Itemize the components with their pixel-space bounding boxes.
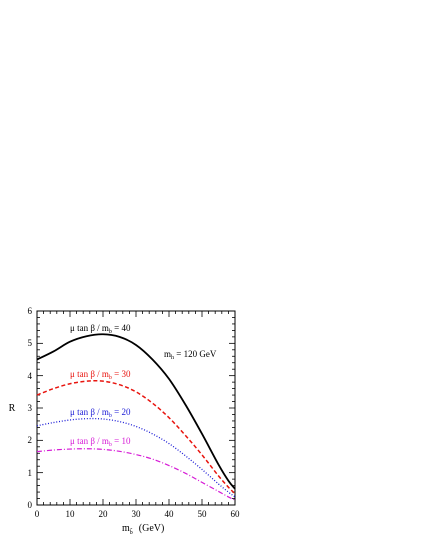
series-line-20	[36, 417, 236, 498]
x-tick-label: 40	[165, 509, 175, 519]
x-axis-label-unit: (GeV)	[139, 523, 165, 534]
series-lines	[36, 333, 236, 501]
series-label-rest: = 40	[112, 323, 131, 333]
series-label-30: μ tan β / mb = 30	[70, 369, 131, 381]
y-tick-label: 0	[28, 500, 33, 510]
higgs-mass-annotation: mh = 120 GeV	[164, 349, 217, 361]
y-tick-label: 1	[28, 468, 33, 478]
series-label-sub: b	[109, 413, 112, 419]
series-label-sub: b	[109, 375, 112, 381]
series-label-rest: = 20	[112, 407, 131, 417]
y-tick-label: 6	[28, 306, 33, 316]
series-label-rest: = 10	[112, 436, 131, 446]
y-tick-label: 3	[28, 403, 33, 413]
plot-frame	[36, 310, 236, 506]
x-axis-label: mb̃ (GeV)	[122, 523, 164, 536]
x-tick-label: 50	[198, 509, 208, 519]
x-axis-label-main: m	[122, 523, 130, 534]
series-line-30	[36, 380, 236, 495]
x-axis-label-sub: b̃	[130, 528, 133, 536]
series-label-main: μ tan β / m	[70, 369, 109, 379]
series-line-10	[36, 448, 236, 501]
series-line-40	[36, 333, 236, 490]
series-label-rest: = 30	[112, 369, 131, 379]
series-label-main: μ tan β / m	[70, 407, 109, 417]
annotation-rest: = 120 GeV	[174, 349, 217, 359]
tick-marks	[36, 310, 236, 506]
series-label-main: μ tan β / m	[70, 323, 109, 333]
x-tick-label: 30	[132, 509, 142, 519]
x-tick-label: 20	[99, 509, 109, 519]
x-tick-label: 0	[35, 509, 40, 519]
series-label-main: μ tan β / m	[70, 436, 109, 446]
y-axis-label: R	[9, 403, 16, 414]
series-label-40: μ tan β / mb = 40	[70, 323, 131, 335]
annotation-sub: h	[171, 355, 174, 361]
x-tick-label: 10	[66, 509, 76, 519]
y-tick-label: 5	[28, 338, 33, 348]
annotation-main: m	[164, 349, 171, 359]
y-tick-label: 2	[28, 435, 33, 445]
y-tick-label: 4	[28, 371, 33, 381]
series-label-sub: b	[109, 442, 112, 448]
series-label-10: μ tan β / mb = 10	[70, 436, 131, 448]
series-label-sub: b	[109, 329, 112, 335]
x-tick-label: 60	[231, 509, 241, 519]
series-label-20: μ tan β / mb = 20	[70, 407, 131, 419]
